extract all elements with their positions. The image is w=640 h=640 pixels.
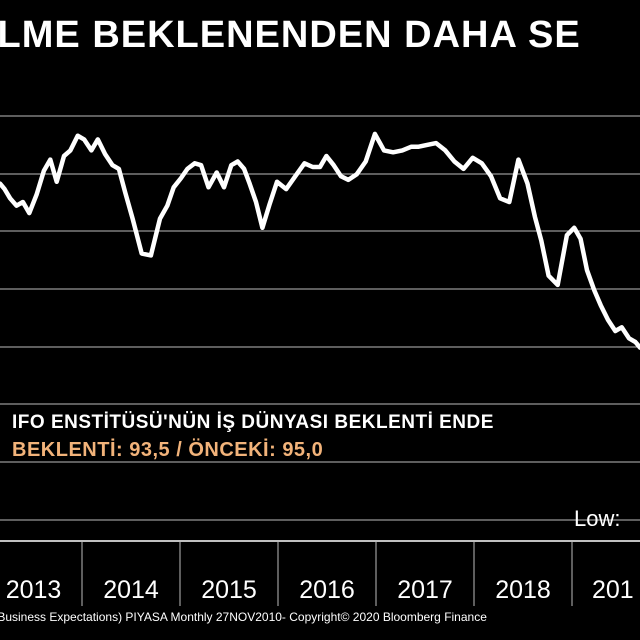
x-tick-label: 2014 [103, 576, 159, 604]
expectation-values: BEKLENTİ: 93,5 / ÖNCEKİ: 95,0 [12, 439, 324, 461]
x-tick-label: 2013 [6, 576, 62, 604]
x-tick-label: 2016 [299, 576, 355, 604]
chart-title: İLME BEKLENENDEN DAHA SE [0, 14, 581, 56]
low-label: Low: [574, 506, 621, 531]
x-tick-label: 2015 [201, 576, 257, 604]
x-axis: 2013 2014 2015 2016 2017 2018 201 [6, 541, 634, 606]
x-tick-label: 2017 [397, 576, 453, 604]
x-tick-label: 201 [592, 576, 634, 604]
x-tick-label: 2018 [495, 576, 551, 604]
footer-source: y Business Expectations) PIYASA Monthly … [0, 610, 487, 624]
series-line [0, 131, 640, 350]
grid-lines [0, 115, 640, 521]
chart-subtitle: IFO ENSTİTÜSÜ'NÜN İŞ DÜNYASI BEKLENTİ EN… [12, 412, 494, 433]
